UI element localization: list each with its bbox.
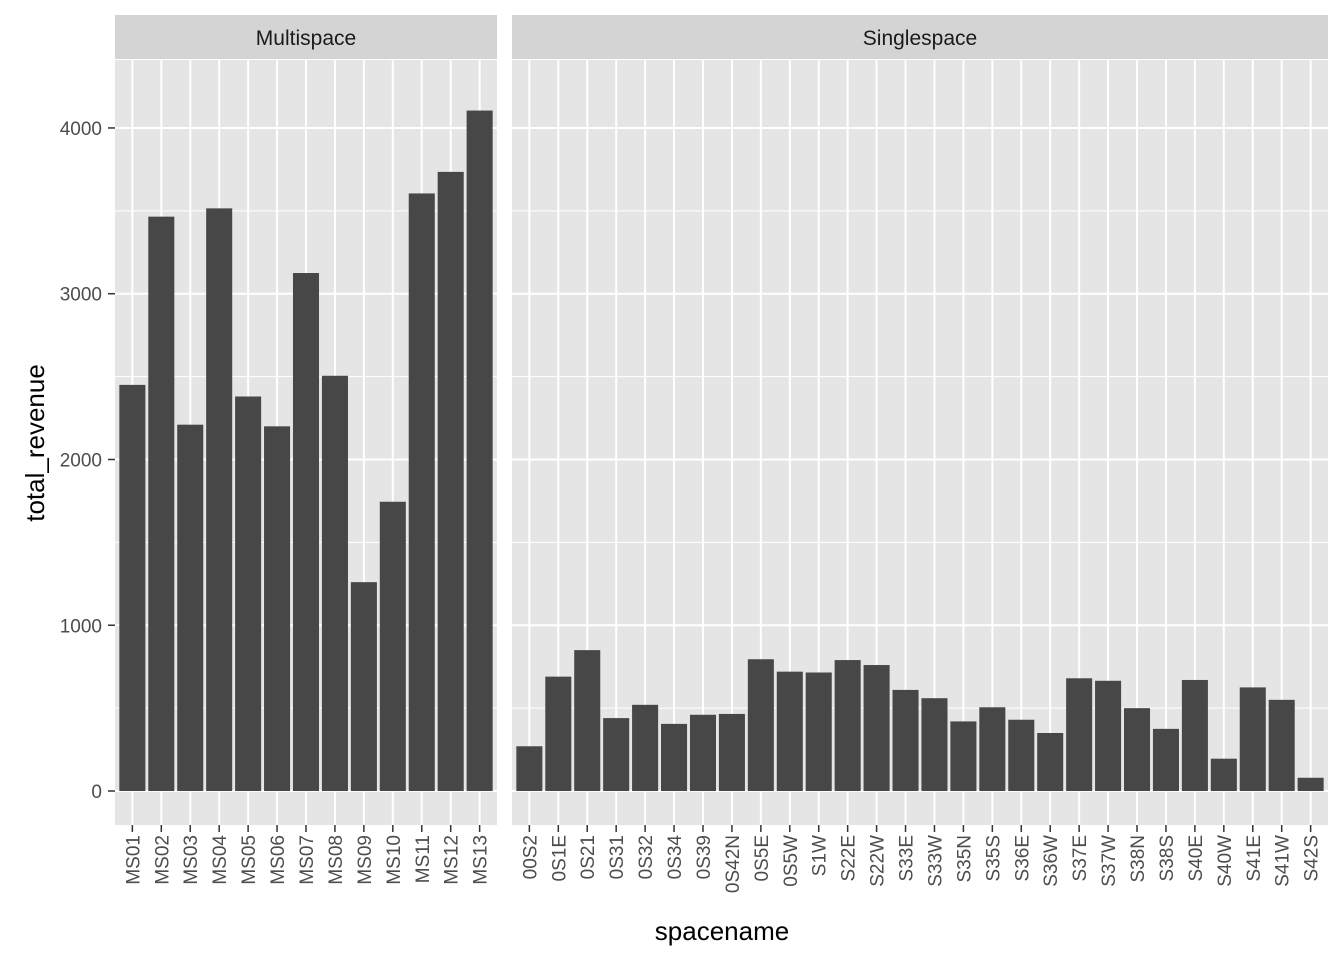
x-tick-label: MS07	[297, 835, 318, 885]
facet-panel-singlespace: Singlespace 00S2 0S1E 0S21 0S31 0S32 0S34 0S39 0…	[512, 15, 1328, 893]
bar-S22W	[863, 665, 890, 792]
facet-strip-label: Multispace	[256, 27, 356, 50]
x-tick-label: 0S42N	[723, 835, 744, 893]
bar-S35S	[979, 707, 1006, 792]
bar-0S42N	[718, 713, 745, 792]
bar-MS10	[379, 501, 406, 792]
y-tick-label: 2000	[60, 450, 102, 471]
bar-S40W	[1210, 758, 1237, 792]
facet-strip	[115, 15, 497, 59]
bar-S33W	[921, 698, 948, 792]
y-tick-label: 3000	[60, 285, 102, 306]
x-tick-label: S40E	[1186, 835, 1207, 881]
bar-MS12	[437, 171, 464, 792]
x-tick-label: 0S31	[607, 835, 628, 879]
y-tick-label: 4000	[60, 119, 102, 140]
x-tick-label: MS12	[442, 835, 463, 885]
x-tick-label: S33W	[925, 835, 946, 887]
x-tick-label: 0S34	[665, 835, 686, 880]
bar-MS09	[350, 582, 377, 792]
x-tick-label: 0S32	[636, 835, 657, 879]
x-tick-label: 00S2	[520, 835, 541, 879]
x-tick-label: 0S5E	[752, 835, 773, 881]
bar-0S5W	[776, 671, 803, 792]
x-tick-label: S33E	[897, 835, 918, 881]
x-tick-label: MS09	[355, 835, 376, 885]
x-tick-label: MS04	[210, 835, 231, 885]
bar-S42S	[1297, 777, 1324, 792]
x-tick-label: 0S5W	[781, 835, 802, 887]
bar-S37W	[1095, 680, 1122, 792]
x-tick-label: MS10	[384, 835, 405, 885]
bar-MS07	[292, 273, 320, 792]
x-tick-label: 0S21	[578, 835, 599, 879]
bar-MS02	[148, 216, 175, 792]
x-tick-label: MS05	[239, 835, 260, 885]
x-tick-label: S36E	[1012, 835, 1033, 881]
y-axis-title: total_revenue	[20, 364, 50, 522]
bar-S33E	[892, 689, 919, 792]
bar-S38N	[1124, 708, 1151, 792]
x-tick-label: MS02	[152, 835, 173, 885]
x-tick-label: S22E	[839, 835, 860, 881]
bar-0S31	[603, 718, 630, 792]
bar-00S2	[516, 746, 543, 792]
x-tick-label: MS08	[326, 835, 347, 885]
facet-strip	[512, 15, 1328, 59]
x-tick-label: S1W	[810, 835, 831, 876]
y-tick-label: 0	[91, 782, 102, 803]
x-tick-label: MS03	[181, 835, 202, 885]
bar-S1W	[805, 672, 832, 792]
x-tick-label: S35N	[954, 835, 975, 883]
y-axis: 0 1000 2000 3000 4000	[60, 119, 115, 803]
x-tick-label: MS01	[123, 835, 144, 885]
bar-S36E	[1008, 719, 1035, 792]
x-tick-label: 0S1E	[549, 835, 570, 881]
x-tick-label: S42S	[1302, 835, 1323, 881]
bar-S38S	[1152, 728, 1179, 792]
bar-MS01	[119, 384, 146, 792]
bar-S35N	[950, 721, 977, 792]
x-tick-label: MS11	[413, 835, 434, 883]
bar-MS04	[206, 208, 233, 792]
x-tick-label: S41W	[1273, 835, 1294, 887]
bar-0S5E	[747, 659, 774, 792]
bar-0S1E	[545, 676, 572, 792]
bar-0S34	[661, 723, 688, 792]
bar-S22E	[834, 660, 861, 792]
x-tick-label: S38S	[1157, 835, 1178, 881]
x-tick-label: 0S39	[694, 835, 715, 879]
x-tick-label: S37W	[1099, 835, 1120, 887]
bar-MS05	[235, 396, 262, 792]
x-tick-label: S22W	[868, 835, 889, 887]
x-tick-label: S36W	[1041, 835, 1062, 887]
bar-S40E	[1181, 679, 1208, 792]
x-tick-label: S41E	[1244, 835, 1265, 881]
bar-S37E	[1066, 678, 1093, 792]
bar-MS03	[177, 424, 204, 792]
bar-0S32	[632, 704, 659, 792]
bar-MS06	[264, 426, 291, 792]
bar-0S39	[689, 714, 716, 792]
bar-MS13	[466, 110, 493, 792]
facet-panel-multispace: Multispace MS01 MS02 MS03 MS04 MS05 MS06 MS07 MS…	[115, 15, 497, 885]
facet-panels: Multispace MS01 MS02 MS03 MS04 MS05 MS06 MS07 MS…	[115, 15, 1328, 893]
bar-S36W	[1037, 733, 1064, 792]
x-tick-label: S37E	[1070, 835, 1091, 881]
y-tick-label: 1000	[60, 616, 102, 637]
bar-0S21	[574, 650, 601, 792]
x-tick-label: S40W	[1215, 835, 1236, 887]
x-tick-label: MS06	[268, 835, 289, 885]
facet-strip-label: Singlespace	[863, 27, 977, 50]
bar-MS08	[321, 375, 348, 792]
x-tick-label: S38N	[1128, 835, 1149, 883]
bar-S41E	[1239, 687, 1266, 792]
bar-MS11	[408, 193, 435, 792]
x-tick-label: MS13	[471, 835, 492, 885]
x-axis-title: spacename	[655, 916, 789, 946]
x-tick-label: S35S	[983, 835, 1004, 881]
bar-S41W	[1268, 699, 1295, 792]
